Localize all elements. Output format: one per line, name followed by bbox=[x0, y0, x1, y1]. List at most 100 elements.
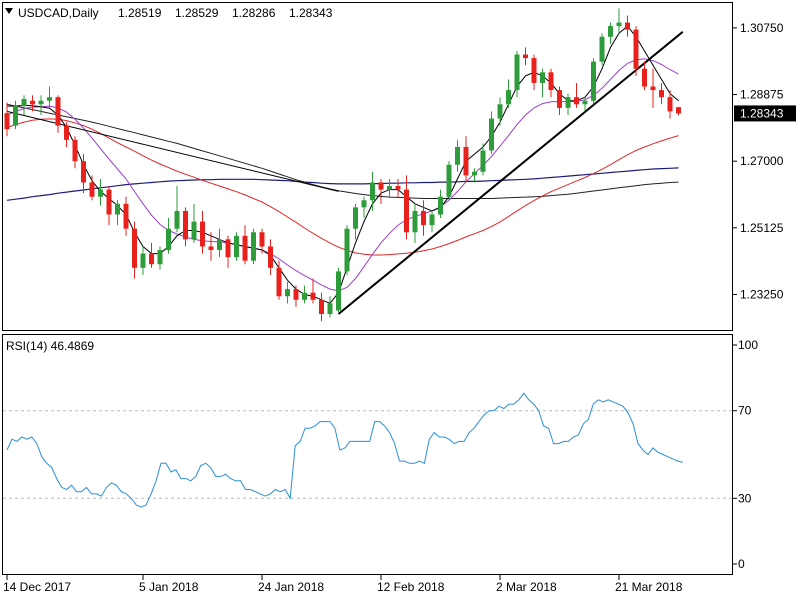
price-tick-label: 1.23250 bbox=[740, 287, 784, 301]
current-price-label: 1.28343 bbox=[740, 106, 784, 120]
open-value: 1.28519 bbox=[118, 6, 162, 20]
candle-body bbox=[174, 210, 180, 229]
candle-body bbox=[446, 164, 452, 197]
candle-body bbox=[633, 29, 639, 69]
candle-body bbox=[489, 118, 494, 151]
candle-body bbox=[472, 171, 477, 176]
candle-body bbox=[336, 271, 341, 311]
candle-body bbox=[582, 100, 588, 105]
candle-body bbox=[412, 210, 418, 233]
candle-body bbox=[123, 203, 129, 229]
candle-body bbox=[132, 228, 137, 268]
candle-body bbox=[429, 214, 435, 226]
price-tick-label: 1.28875 bbox=[740, 88, 784, 102]
x-tick-label: 2 Mar 2018 bbox=[496, 580, 557, 594]
candle-body bbox=[217, 239, 222, 251]
candle-body bbox=[285, 289, 290, 297]
candle-body bbox=[378, 182, 384, 190]
candle-body bbox=[421, 210, 426, 226]
candle-body bbox=[506, 90, 511, 105]
candle-body bbox=[310, 292, 316, 300]
candle-body bbox=[276, 267, 282, 297]
candle-body bbox=[574, 97, 579, 105]
candle-body bbox=[72, 139, 78, 162]
candle-body bbox=[395, 186, 401, 190]
candle-body bbox=[659, 90, 664, 98]
candle-body bbox=[387, 186, 392, 190]
price-panel-frame bbox=[2, 2, 733, 331]
candle-body bbox=[302, 292, 307, 300]
candle-body bbox=[106, 189, 112, 215]
low-value: 1.28286 bbox=[232, 6, 276, 20]
x-tick-label: 24 Jan 2018 bbox=[258, 580, 324, 594]
candle-body bbox=[455, 146, 460, 165]
candle-body bbox=[353, 207, 358, 229]
candle-body bbox=[89, 182, 95, 197]
rsi-tick-label: 70 bbox=[738, 404, 752, 418]
price-tick-label: 1.30750 bbox=[740, 21, 784, 35]
candle-body bbox=[55, 97, 61, 126]
candle-body bbox=[591, 61, 596, 101]
candle-body bbox=[438, 196, 443, 215]
candle-body bbox=[149, 253, 154, 265]
price-layer bbox=[4, 8, 684, 322]
rsi-tick-label: 30 bbox=[738, 491, 752, 505]
rsi-layer bbox=[3, 392, 732, 508]
price-tick-label: 1.27000 bbox=[740, 154, 784, 168]
candle-body bbox=[540, 72, 545, 83]
candle-body bbox=[319, 299, 324, 315]
candle-body bbox=[38, 100, 44, 105]
price-tick-label: 1.25125 bbox=[740, 221, 784, 235]
candle-body bbox=[557, 90, 562, 108]
candle-body bbox=[259, 232, 265, 247]
candle-body bbox=[157, 250, 163, 265]
candle-body bbox=[625, 22, 630, 30]
rsi-tick-label: 100 bbox=[738, 338, 758, 352]
candle-body bbox=[523, 54, 528, 59]
candle-body bbox=[616, 22, 622, 27]
candle-body bbox=[242, 235, 248, 261]
x-tick-label: 14 Dec 2017 bbox=[3, 580, 71, 594]
trendline bbox=[337, 31, 684, 315]
candle-body bbox=[166, 228, 171, 251]
candle-body bbox=[344, 228, 350, 272]
candle-body bbox=[21, 98, 27, 107]
candle-body bbox=[327, 303, 333, 315]
candle-body bbox=[268, 246, 273, 268]
candle-body bbox=[225, 239, 231, 258]
candle-body bbox=[64, 125, 69, 140]
candle-body bbox=[191, 221, 197, 240]
symbol-dropdown-icon[interactable] bbox=[5, 8, 13, 14]
candle-body bbox=[361, 200, 367, 208]
high-value: 1.28529 bbox=[175, 6, 219, 20]
rsi-tick-label: 0 bbox=[738, 557, 745, 571]
rsi-line bbox=[6, 392, 683, 508]
candle-body bbox=[599, 36, 605, 62]
candle-body bbox=[531, 58, 537, 83]
candle-body bbox=[251, 232, 256, 261]
x-tick-label: 5 Jan 2018 bbox=[139, 580, 199, 594]
rsi-panel-frame bbox=[2, 334, 733, 575]
candle-body bbox=[140, 253, 146, 268]
ma-red-line bbox=[6, 118, 679, 256]
candle-body bbox=[13, 106, 18, 126]
x-tick-label: 12 Feb 2018 bbox=[377, 580, 445, 594]
candle-body bbox=[208, 246, 214, 251]
candle-body bbox=[514, 54, 520, 91]
candle-body bbox=[47, 97, 52, 101]
candle-body bbox=[293, 289, 299, 300]
candle-body bbox=[404, 189, 409, 233]
candle-body bbox=[548, 72, 554, 91]
candle-body bbox=[115, 203, 120, 215]
candle-body bbox=[4, 113, 10, 130]
candle-body bbox=[608, 26, 613, 37]
ma-slow-line bbox=[6, 103, 679, 199]
candle-body bbox=[642, 68, 647, 87]
rsi-header: RSI(14) 46.4869 bbox=[6, 339, 94, 353]
candle-body bbox=[667, 97, 673, 112]
candle-body bbox=[98, 189, 103, 197]
candle-body bbox=[30, 100, 35, 105]
symbol-label[interactable]: USDCAD,Daily bbox=[18, 6, 99, 20]
candle-body bbox=[676, 107, 681, 114]
